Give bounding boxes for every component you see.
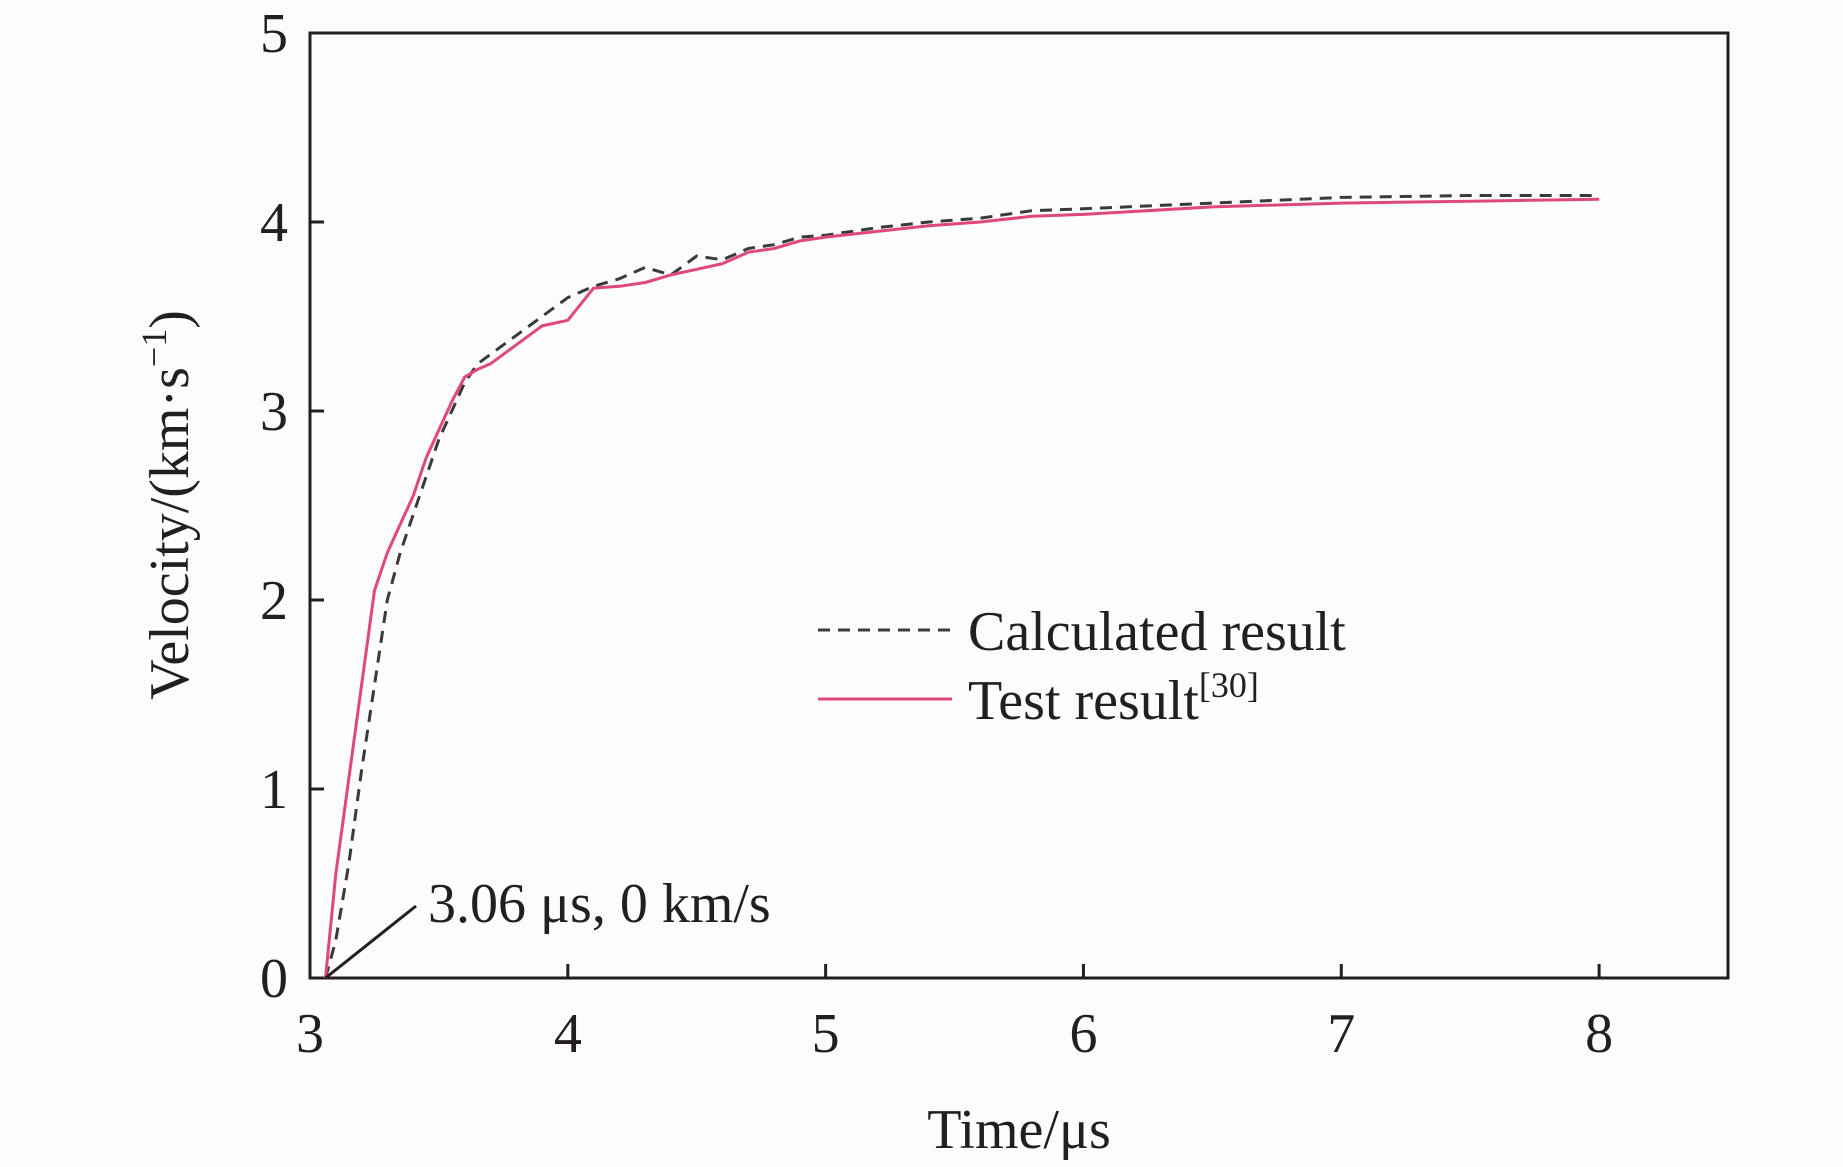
calculated-result-line bbox=[324, 194, 1600, 979]
y-axis-title-sup: −1 bbox=[134, 329, 174, 367]
x-tick-label-2: 5 bbox=[812, 1003, 840, 1065]
legend-label-calculated: Calculated result bbox=[968, 601, 1346, 663]
y-axis-title-main: Velocity/(km·s bbox=[139, 367, 201, 700]
y-tick-label-2: 2 bbox=[260, 570, 288, 632]
tick-labels: 3 4 5 6 7 8 0 1 2 3 4 5 bbox=[260, 3, 1613, 1065]
annotation-leader-line bbox=[324, 904, 417, 980]
y-tick-label-3: 3 bbox=[260, 381, 288, 443]
x-tick-label-4: 7 bbox=[1327, 1003, 1355, 1065]
legend: Calculated result Test result[30] bbox=[818, 601, 1346, 732]
legend-label-test-sup: [30] bbox=[1199, 665, 1259, 705]
y-tick-label-4: 4 bbox=[260, 192, 288, 254]
x-tick-label-3: 6 bbox=[1069, 1003, 1097, 1065]
x-tick-label-1: 4 bbox=[554, 1003, 582, 1065]
y-tick-label-1: 1 bbox=[260, 759, 288, 821]
series-layer bbox=[324, 194, 1600, 979]
ticks bbox=[308, 31, 1601, 980]
y-axis-title-close: ) bbox=[139, 310, 201, 329]
legend-label-test-text: Test result bbox=[968, 670, 1199, 732]
annotation-label: 3.06 μs, 0 km/s bbox=[428, 873, 771, 935]
x-tick-label-5: 8 bbox=[1585, 1003, 1613, 1065]
test-result-line bbox=[324, 197, 1600, 979]
plot-frame bbox=[308, 31, 1730, 980]
x-tick-label-0: 3 bbox=[296, 1003, 324, 1065]
x-axis-title: Time/μs bbox=[927, 1099, 1111, 1161]
y-tick-label-5: 5 bbox=[260, 3, 288, 65]
legend-label-test: Test result[30] bbox=[968, 665, 1259, 732]
y-axis-title: Velocity/(km·s−1) bbox=[134, 310, 201, 700]
y-tick-label-0: 0 bbox=[260, 948, 288, 1010]
